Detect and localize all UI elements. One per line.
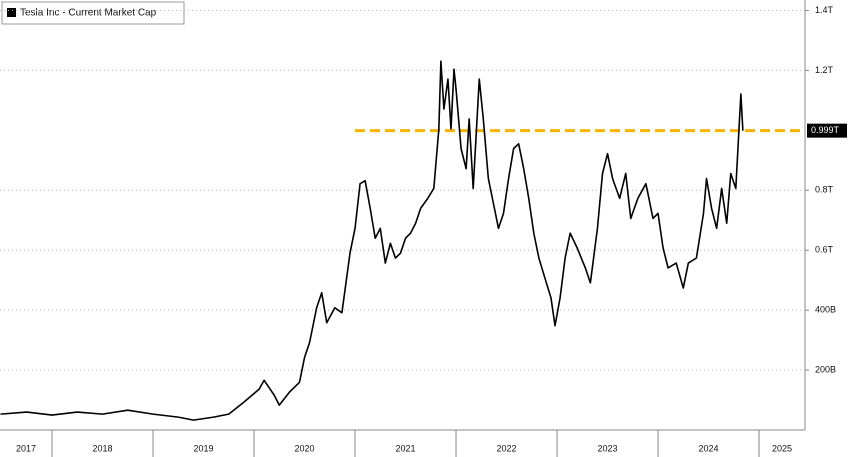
y-tick-label: 0.8T (815, 185, 834, 195)
legend-box (1, 1, 185, 25)
reference-label: 0.999T (811, 125, 840, 135)
x-tick-label: 2021 (396, 443, 416, 453)
x-tick-label: 2023 (598, 443, 618, 453)
x-tick-label: 2018 (93, 443, 113, 453)
y-tick-label: 0.6T (815, 245, 834, 255)
y-tick-label: 200B (815, 364, 836, 374)
line-series (0, 60, 744, 421)
x-tick-label: 2017 (16, 443, 36, 453)
x-tick-label: 2022 (497, 443, 517, 453)
legend: Tesla Inc - Current Market Cap (1, 1, 185, 25)
y-tick-label: 400B (815, 305, 836, 315)
y-tick-label: 1.4T (815, 5, 834, 15)
legend-swatch (7, 8, 16, 17)
y-tick-label: 1.2T (815, 65, 834, 75)
x-tick-label: 2024 (699, 443, 719, 453)
reference-label-box (807, 123, 847, 138)
x-tick-label: 2025 (772, 443, 792, 453)
x-tick-label: 2020 (295, 443, 315, 453)
x-tick-label: 2019 (194, 443, 214, 453)
legend-label: Tesla Inc - Current Market Cap (20, 8, 157, 19)
